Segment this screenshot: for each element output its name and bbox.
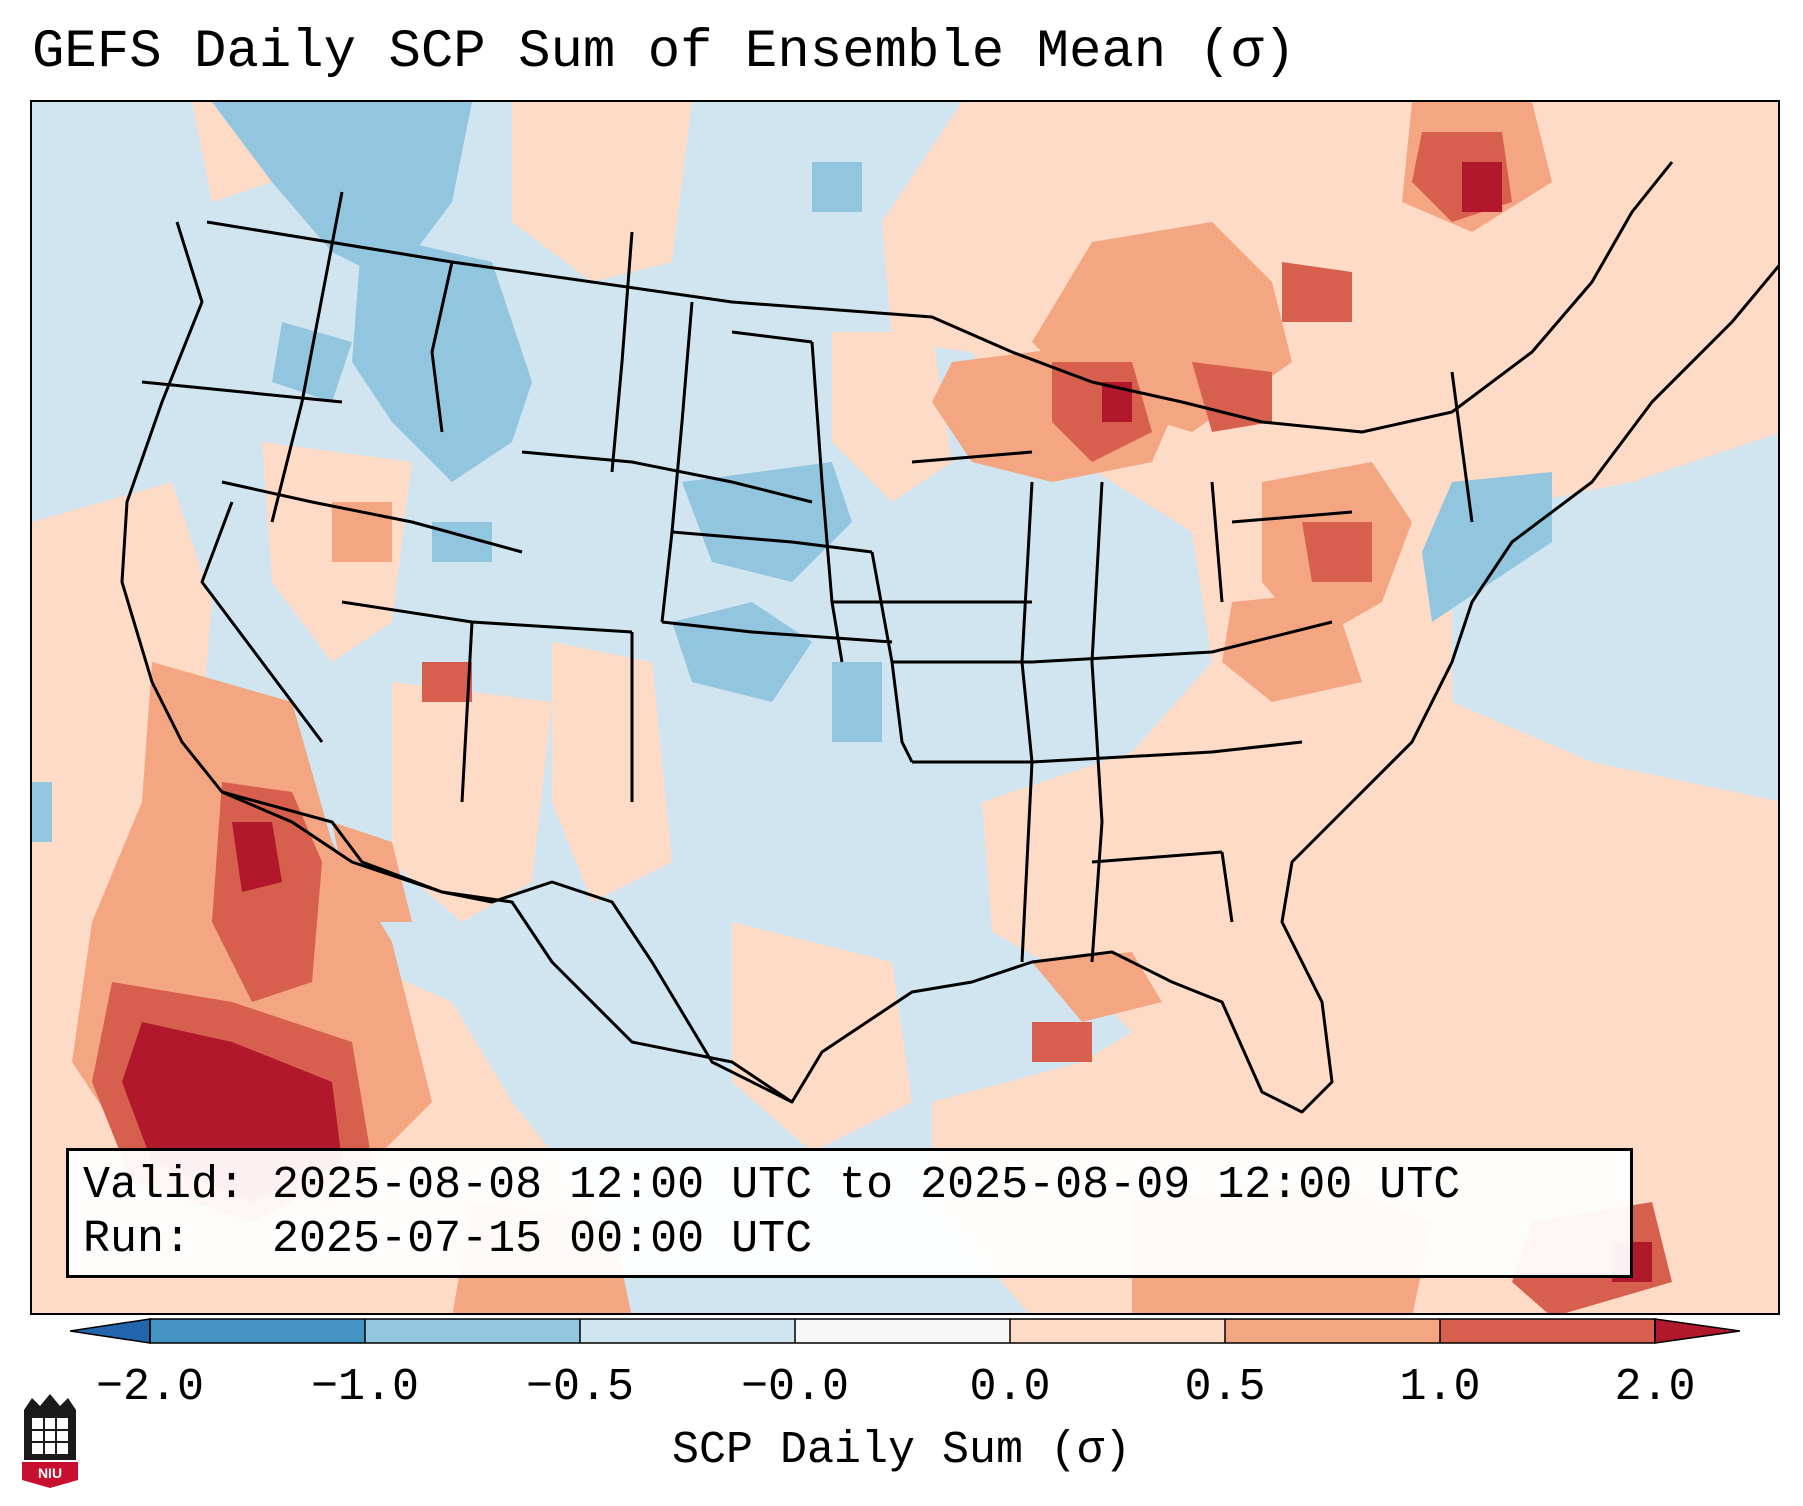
field-negative (32, 102, 1552, 842)
valid-label: Valid: (83, 1160, 246, 1211)
colorbar-tick-5: 0.5 (1184, 1362, 1266, 1413)
colorbar-tick-3: −0.0 (740, 1362, 850, 1413)
logo-text: NIU (38, 1465, 62, 1481)
colorbar-seg-3 (795, 1319, 1010, 1343)
map-panel (30, 100, 1780, 1315)
colorbar-seg-5 (1225, 1319, 1440, 1343)
colorbar (70, 1318, 1740, 1344)
run-label: Run: (83, 1214, 192, 1265)
colorbar-tick-4: 0.0 (969, 1362, 1051, 1413)
colorbar-seg-6 (1440, 1319, 1655, 1343)
colorbar-seg-2 (580, 1319, 795, 1343)
boundaries (120, 161, 1778, 1114)
chart-title: GEFS Daily SCP Sum of Ensemble Mean (σ) (32, 22, 1296, 83)
valid-info-box: Valid: 2025-08-08 12:00 UTC to 2025-08-0… (66, 1148, 1633, 1278)
colorbar-tick-0: −2.0 (95, 1362, 205, 1413)
valid-value: 2025-08-08 12:00 UTC to 2025-08-09 12:00… (272, 1160, 1461, 1211)
colorbar-tick-2: −0.5 (525, 1362, 635, 1413)
colorbar-label: SCP Daily Sum (σ) (671, 1425, 1132, 1476)
scp-map (32, 102, 1778, 1313)
colorbar-over-arrow (1654, 1318, 1740, 1344)
colorbar-under-arrow (70, 1318, 151, 1344)
run-value: 2025-07-15 00:00 UTC (272, 1214, 813, 1265)
colorbar-tick-1: −1.0 (310, 1362, 420, 1413)
colorbar-seg-4 (1010, 1319, 1225, 1343)
colorbar-ticks (149, 1319, 1656, 1343)
colorbar-tick-6: 1.0 (1399, 1362, 1481, 1413)
niu-logo-icon: NIU (22, 1394, 78, 1488)
colorbar-seg-1 (365, 1319, 580, 1343)
colorbar-tick-7: 2.0 (1614, 1362, 1696, 1413)
colorbar-seg-0 (150, 1319, 365, 1343)
